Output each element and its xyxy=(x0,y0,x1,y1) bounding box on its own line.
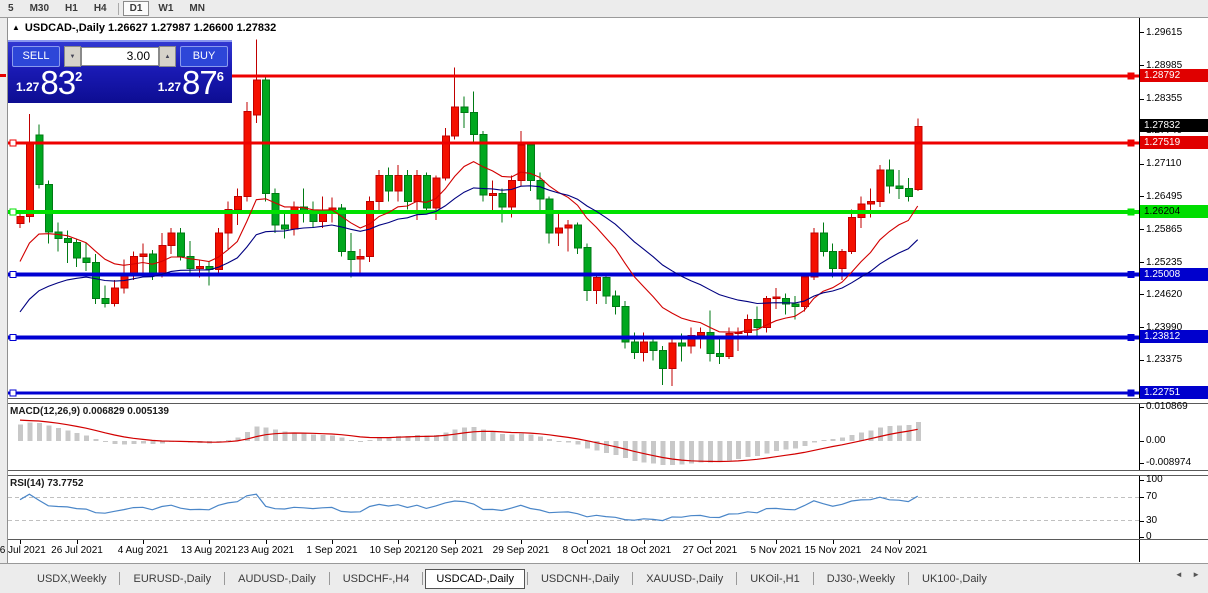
volume-decrease-button[interactable]: ▼ xyxy=(64,46,81,67)
buy-price-big: 87 xyxy=(182,64,218,101)
timeframe-button-W1[interactable]: W1 xyxy=(158,3,174,14)
pane-splitter2-top-line[interactable] xyxy=(0,470,1208,471)
timeframe-button-H1[interactable]: H1 xyxy=(65,3,78,14)
tab-uk100-daily[interactable]: UK100-,Daily xyxy=(922,572,987,585)
tab-dj30-weekly[interactable]: DJ30-,Weekly xyxy=(826,572,896,585)
buy-price-pip: 6 xyxy=(216,69,224,84)
sell-price-prefix: 1.27 xyxy=(16,80,40,94)
tab-separator xyxy=(422,572,424,585)
tab-audusd-daily[interactable]: AUDUSD-,Daily xyxy=(238,572,316,585)
chart-tab-bar: USDX,Weekly EURUSD-,Daily AUDUSD-,Daily USD… xyxy=(0,563,1208,593)
macd-header: MACD(12,26,9) 0.006829 0.005139 xyxy=(10,406,169,417)
rsi-header: RSI(14) 73.7752 xyxy=(10,478,84,489)
tab-separator xyxy=(812,572,814,585)
sell-price-pip: 2 xyxy=(75,69,83,84)
tab-ukoil-h1[interactable]: UKOil-,H1 xyxy=(750,572,800,585)
window-left-margin xyxy=(0,18,8,563)
buy-price-prefix: 1.27 xyxy=(157,80,182,94)
tab-separator xyxy=(526,572,528,585)
tab-separator xyxy=(632,572,634,585)
tab-usdcad-daily[interactable]: USDCAD-,Daily xyxy=(425,568,525,589)
chevron-up-icon: ▲ xyxy=(164,53,171,60)
volume-increase-button[interactable]: ▲ xyxy=(159,46,176,67)
tab-separator xyxy=(328,572,330,585)
pane-splitter2-gap xyxy=(0,471,1208,475)
timeframe-button-D1[interactable]: D1 xyxy=(122,1,150,16)
buy-button[interactable]: BUY xyxy=(180,46,228,67)
symbol-ohlc-text: USDCAD-,Daily 1.26627 1.27987 1.26600 1.… xyxy=(24,22,277,34)
sell-price[interactable]: 1.27 83 2 xyxy=(16,64,83,101)
chevron-down-icon: ▼ xyxy=(69,53,76,60)
tab-separator xyxy=(119,572,121,585)
pane-splitter-top-line[interactable] xyxy=(0,398,1208,399)
tab-separator xyxy=(908,572,910,585)
pane-splitter2-bottom-line[interactable] xyxy=(0,475,1208,476)
timeframe-toolbar: 5 M30 H1 H4 D1 W1 MN xyxy=(0,0,1208,18)
tab-scroll-right-icon[interactable]: ► xyxy=(1192,570,1200,579)
timeframe-button-5[interactable]: 5 xyxy=(8,3,14,14)
price-axis-border xyxy=(1139,18,1140,562)
sell-price-big: 83 xyxy=(40,64,76,101)
tab-xauusd-daily[interactable]: XAUUSD-,Daily xyxy=(646,572,724,585)
trade-controls-row: SELL ▼ 3.00 ▲ BUY xyxy=(12,45,228,68)
tab-usdcnh-daily[interactable]: USDCNH-,Daily xyxy=(540,572,620,585)
pane-splitter-gap xyxy=(0,399,1208,403)
timeframe-button-M30[interactable]: M30 xyxy=(29,3,50,14)
tab-usdchf-h4[interactable]: USDCHF-,H4 xyxy=(342,572,410,585)
toolbar-separator xyxy=(117,2,119,15)
tab-scroll-arrows: ◄ ► xyxy=(1168,570,1200,579)
symbol-header: ▲ USDCAD-,Daily 1.26627 1.27987 1.26600 1… xyxy=(12,22,276,34)
quote-prices-row: 1.27 83 2 1.27 87 6 xyxy=(8,64,232,101)
timeframe-button-H4[interactable]: H4 xyxy=(93,3,107,14)
tab-eurusd-daily[interactable]: EURUSD-,Daily xyxy=(133,572,212,585)
one-click-trading-panel: SELL ▼ 3.00 ▲ BUY 1.27 83 2 1.27 87 6 xyxy=(8,40,232,103)
tab-separator xyxy=(224,572,226,585)
buy-price[interactable]: 1.27 87 6 xyxy=(157,64,224,101)
tab-usdx-weekly[interactable]: USDX,Weekly xyxy=(37,572,107,585)
tab-separator xyxy=(736,572,738,585)
volume-input[interactable]: 3.00 xyxy=(81,47,159,66)
tab-scroll-left-icon[interactable]: ◄ xyxy=(1174,570,1183,579)
collapse-arrow-icon[interactable]: ▲ xyxy=(12,23,20,32)
sell-button[interactable]: SELL xyxy=(12,46,60,67)
date-axis-separator xyxy=(0,539,1208,540)
timeframe-button-MN[interactable]: MN xyxy=(189,3,205,14)
hline-left-anchor xyxy=(0,74,6,77)
pane-splitter-bottom-line[interactable] xyxy=(0,403,1208,404)
